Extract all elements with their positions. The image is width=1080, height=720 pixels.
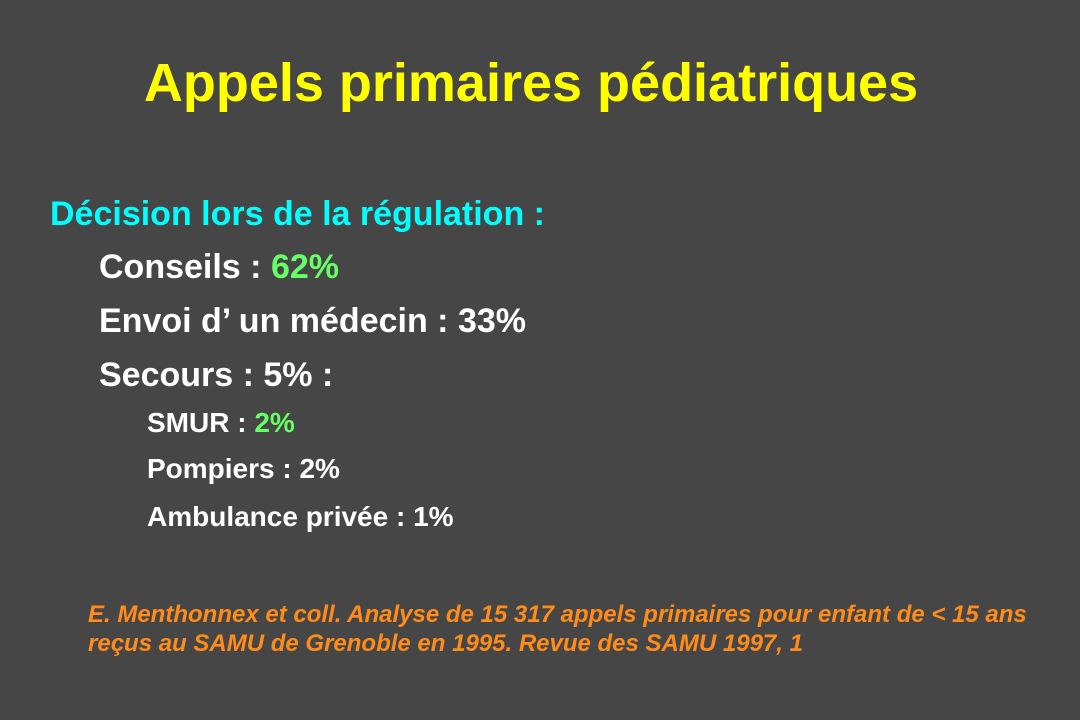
sub-item-ambulance-privee: Ambulance privée : 1%: [147, 501, 454, 532]
sub-item-smur: SMUR : 2%: [147, 406, 295, 440]
list-item-label: Conseils :: [99, 248, 271, 286]
sub-item-pompiers: Pompiers : 2%: [147, 453, 340, 484]
sub-item-label: SMUR :: [147, 407, 255, 438]
sub-item-value-highlight: 2%: [254, 407, 295, 438]
section-heading: Décision lors de la régulation :: [50, 195, 545, 233]
citation-reference: E. Menthonnex et coll. Analyse de 15 317…: [88, 601, 1027, 657]
slide-title: Appels primaires pédiatriques: [143, 53, 919, 113]
list-item-value-highlight: 62%: [270, 248, 339, 286]
list-item-conseils: Conseils : 62%: [99, 246, 339, 288]
list-item-envoi-medecin: Envoi d’ un médecin : 33%: [99, 302, 526, 340]
list-item-secours: Secours : 5% :: [99, 356, 334, 394]
